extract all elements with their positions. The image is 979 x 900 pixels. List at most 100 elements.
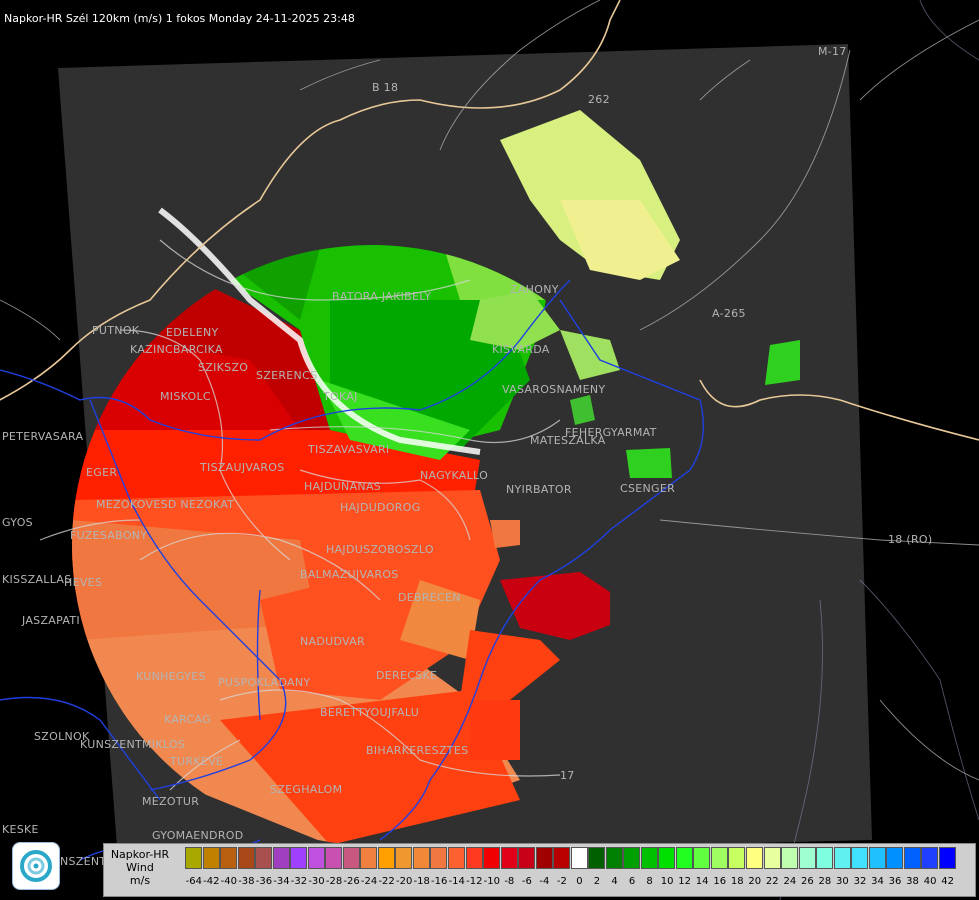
legend-swatch [412, 847, 430, 869]
legend-swatch [781, 847, 799, 869]
place-label: HAJDUDOROG [340, 501, 421, 514]
border-north [0, 0, 621, 401]
border-east [699, 379, 979, 441]
legend-swatch [518, 847, 536, 869]
legend-value: 28 [818, 876, 832, 887]
place-label: SZEGHALOM [270, 783, 343, 796]
legend-value: 36 [888, 876, 902, 887]
legend-value: 24 [783, 876, 797, 887]
legend-swatch [185, 847, 202, 869]
legend-swatch [816, 847, 834, 869]
legend-swatch [623, 847, 641, 869]
legend-value: 4 [611, 876, 618, 887]
map-title: Napkor-HR Szél 120km (m/s) 1 fokos Monda… [4, 12, 355, 25]
legend-title: Napkor-HR Wind m/s [108, 848, 172, 887]
place-label: SZOLNOK [34, 730, 90, 743]
place-label: ZAHONY [510, 283, 559, 296]
legend-value: 34 [871, 876, 884, 887]
legend-value: -20 [395, 876, 413, 887]
legend-swatch [886, 847, 904, 869]
place-label: DEBRECEN [398, 591, 461, 604]
legend-swatch [272, 847, 290, 869]
legend-line-quantity: Wind [126, 861, 154, 874]
echo-green-east [765, 340, 800, 385]
legend-value: -4 [539, 876, 550, 887]
legend-swatch [570, 847, 588, 869]
place-label: KUNHEGYES [136, 670, 206, 683]
legend-value: 38 [906, 876, 919, 887]
legend-value: 26 [800, 876, 814, 887]
place-label: MEZOTUR [142, 795, 200, 808]
legend-value: -42 [203, 876, 220, 887]
place-label: KISSZALLAS [2, 573, 72, 586]
echo-darkred [500, 572, 610, 640]
place-label: GYOS [2, 516, 33, 529]
place-label: PETERVASARA [2, 430, 84, 443]
legend-swatch [693, 847, 711, 869]
legend-value: 12 [678, 876, 691, 887]
legend-value: -36 [255, 876, 273, 887]
legend-value: 2 [593, 876, 601, 887]
place-label: KISVARDA [492, 343, 550, 356]
legend-value: 42 [941, 876, 954, 887]
legend-swatch [710, 847, 728, 869]
legend-swatch [833, 847, 851, 869]
legend-swatch [255, 847, 273, 869]
place-label: PUTNOK [92, 324, 140, 337]
place-label: PUSPOKLADANY [218, 676, 311, 689]
place-label: EGER [86, 466, 118, 479]
legend-value: 10 [660, 876, 674, 887]
place-label: KAZINCBARCIKA [130, 343, 223, 356]
place-label: FUZESABONY [70, 529, 148, 542]
legend-value: -28 [325, 876, 343, 887]
place-label: MATESZALKA [530, 434, 606, 447]
legend-swatch [535, 847, 553, 869]
place-label: FEHERGYARMAT [565, 426, 657, 439]
legend-value: -34 [273, 876, 290, 887]
legend-value: -32 [290, 876, 308, 887]
legend-swatch [921, 847, 939, 869]
legend-line-unit: m/s [129, 874, 151, 887]
place-label: B 18 [372, 81, 399, 94]
legend-swatch [377, 847, 395, 869]
legend-swatch [290, 847, 308, 869]
place-label: CSENGER [620, 482, 676, 495]
place-label: MEZOKOVESD NEZOKAT [96, 498, 235, 511]
place-label: 18 (RO) [888, 533, 933, 546]
place-label: TOKAJ [323, 390, 358, 403]
place-label: NADUDVAR [300, 635, 365, 648]
place-label: TISZAVASVARI [308, 443, 390, 456]
place-label: KARCAG [164, 713, 211, 726]
legend-swatch [763, 847, 781, 869]
legend-swatch [483, 847, 501, 869]
legend-swatch [465, 847, 483, 869]
roads [0, 0, 979, 781]
legend-swatch [237, 847, 255, 869]
legend-swatch [447, 847, 465, 869]
place-label: BIHARKERESZTES [366, 744, 469, 757]
legend-value: 8 [646, 876, 653, 887]
legend-swatch [605, 847, 623, 869]
legend-swatch [675, 847, 693, 869]
place-label: HEVES [64, 576, 103, 589]
legend-value: 20 [748, 876, 762, 887]
legend-swatch [500, 847, 518, 869]
legend-value: 22 [765, 876, 779, 887]
place-label: NYIRBATOR [506, 483, 572, 496]
legend-value: -12 [466, 876, 483, 887]
legend-swatch [938, 847, 956, 869]
legend-value: -2 [556, 876, 567, 887]
legend-swatch [220, 847, 238, 869]
legend-value: -38 [238, 876, 255, 887]
legend-swatch [307, 847, 325, 869]
legend-value: -8 [504, 876, 515, 887]
legend-swatch [588, 847, 606, 869]
place-label: TISZAUJVAROS [200, 461, 285, 474]
place-label: VASAROSNAMENY [502, 383, 606, 396]
place-label: TURKEVE [170, 755, 224, 768]
place-label: 262 [588, 93, 610, 106]
place-label: BERETTYOUJFALU [320, 706, 420, 719]
napkor-logo [12, 842, 60, 890]
place-label: MISKOLC [160, 390, 211, 403]
